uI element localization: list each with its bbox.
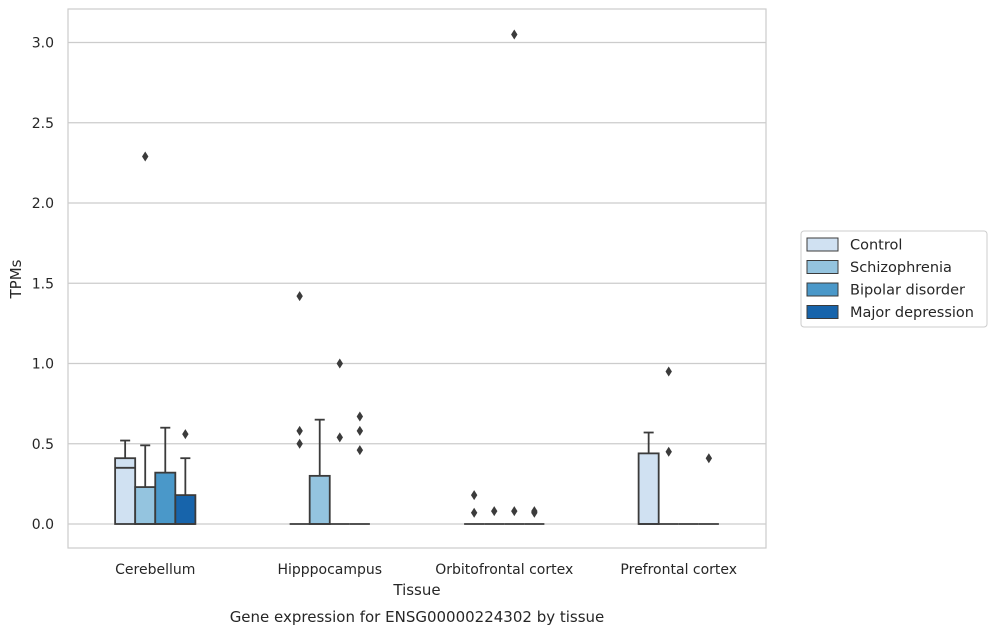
outlier-point [705,453,713,464]
outlier-point [356,425,364,436]
legend-swatch [806,260,839,274]
box-1-1 [308,418,331,525]
x-tick-label: Cerebellum [115,562,195,578]
x-tick-labels: Cerebellum Hipppocampus Orbitofrontal cort… [115,562,737,578]
box-1-0 [289,291,310,525]
x-axis-label: Tissue [392,581,440,599]
box-0-0 [114,439,137,525]
box-2-2 [504,29,525,525]
y-tick-label: 2.5 [32,116,54,132]
box-body [308,474,331,525]
outlier-point [511,29,518,40]
outlier-point [356,445,364,456]
outlier-point [470,507,478,518]
outlier-point [142,151,149,162]
box-3-0 [637,431,660,525]
legend-swatch [806,237,839,252]
outlier-point [336,432,343,443]
plot-frame [67,8,767,549]
outlier-point [531,507,538,518]
outlier-point [665,446,672,457]
outlier-point [491,506,498,517]
box-1-2 [329,358,350,525]
y-tick-label: 2.0 [32,196,54,212]
y-tick-label: 0.0 [32,517,54,533]
legend-label: Bipolar disorder [850,283,965,299]
box-1-3 [349,411,370,525]
outlier-point [336,358,343,369]
legend-frame [800,230,988,328]
y-tick-labels: 0.0 0.5 1.0 1.5 2.0 2.5 3.0 [32,36,54,534]
box-body [134,486,157,525]
outlier-point [182,429,189,440]
outlier-point [470,490,478,501]
box-3-3 [698,453,719,525]
chart-caption: Gene expression for ENSG00000224302 by t… [230,608,605,626]
outlier-point [296,425,303,436]
box-body [637,452,660,525]
box-body [174,494,197,525]
legend-label: Control [850,238,902,254]
box-layer [114,29,719,525]
legend-swatch [806,305,839,319]
box-0-1 [134,151,157,525]
outlier-point [665,366,672,377]
outlier-point [296,438,303,449]
outlier-point [296,291,303,302]
grid-layer [68,41,766,525]
box-2-0 [464,490,485,525]
legend: Control Schizophrenia Bipolar disorder Majo… [800,230,988,328]
x-tick-label: Hipppocampus [277,562,382,578]
y-tick-label: 1.5 [32,276,54,292]
box-2-3 [524,506,545,525]
y-axis-label: TPMs [7,259,25,299]
y-tick-label: 1.0 [32,357,54,373]
box-3-1 [658,366,679,525]
box-body [154,471,177,525]
legend-label: Major depression [850,305,974,321]
y-tick-label: 3.0 [32,36,54,52]
legend-label: Schizophrenia [850,260,952,276]
box-0-2 [154,426,177,525]
box-2-1 [484,506,505,525]
box-0-3 [174,429,197,525]
outlier-point [511,506,518,517]
x-tick-label: Prefrontal cortex [620,562,737,578]
x-tick-label: Orbitofrontal cortex [435,562,573,578]
outlier-point [356,411,364,422]
legend-swatch [806,282,839,297]
y-tick-label: 0.5 [32,437,54,453]
